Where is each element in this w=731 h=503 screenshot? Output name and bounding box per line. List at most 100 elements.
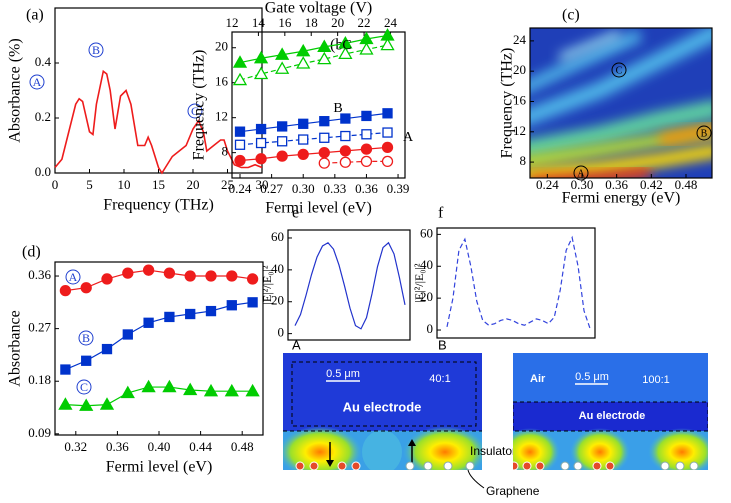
- corner-label: B: [438, 337, 447, 352]
- x-tick-label: 25: [221, 177, 234, 192]
- data-line: [65, 301, 253, 371]
- data-line: [446, 235, 591, 329]
- heatmap-band: [530, 29, 643, 92]
- marker: [380, 37, 395, 51]
- marker: [122, 267, 134, 279]
- marker: [203, 383, 219, 397]
- annotation-circle: [573, 165, 589, 181]
- field-map-f: [513, 353, 708, 470]
- annotation: C: [616, 65, 623, 76]
- x-tick-label: 0.24: [536, 177, 559, 192]
- x-tick-label: 0.39: [387, 181, 410, 196]
- marker: [205, 270, 217, 282]
- marker: [253, 66, 269, 80]
- y-tick-label: 0.09: [28, 425, 51, 440]
- panel-label: (a): [26, 7, 44, 24]
- x-tick-label: 0.27: [260, 181, 283, 196]
- pointer: [467, 469, 485, 489]
- annotation: C: [342, 38, 351, 53]
- electrode-label: Au electrode: [343, 399, 422, 414]
- panel-label: e: [292, 205, 299, 222]
- ratio-label: 40:1: [429, 373, 450, 385]
- x-tick-label: 0.48: [675, 177, 698, 192]
- x-tick-label: 0.36: [605, 177, 628, 192]
- marker: [275, 61, 290, 74]
- heatmap-band: [558, 30, 622, 62]
- y-tick-label: 0.4: [35, 54, 52, 69]
- annotation: C: [80, 380, 88, 394]
- x-tick-label: 0.36: [106, 439, 129, 454]
- y-tick-label: 20: [513, 62, 526, 77]
- scale-label: 0.5 μm: [326, 368, 360, 380]
- marker: [164, 311, 175, 323]
- annotation-circle: [88, 42, 104, 58]
- marker: [232, 55, 248, 68]
- y-tick-label: 60: [271, 229, 284, 244]
- marker: [381, 155, 394, 168]
- marker: [340, 130, 351, 142]
- x-tick-label: 30: [256, 177, 269, 192]
- y-tick-label: 0: [278, 325, 285, 340]
- y-tick-label: 0.2: [35, 109, 51, 124]
- panel-label: f: [438, 205, 444, 222]
- y-axis-title: Absorbance (%): [7, 38, 24, 142]
- marker: [319, 116, 330, 127]
- marker: [59, 284, 72, 297]
- data-line: [324, 160, 388, 164]
- plot-frame: [529, 27, 713, 179]
- x2-axis-title: Gate voltage (V): [265, 0, 373, 17]
- y-axis-title: |E|²/|E₀|²: [260, 265, 274, 304]
- annotation-circle: [78, 330, 94, 346]
- marker: [318, 146, 330, 159]
- marker: [79, 398, 94, 411]
- marker: [226, 300, 237, 311]
- y-tick-label: 16: [215, 74, 229, 89]
- marker: [275, 47, 290, 60]
- ratio-label: 100:1: [642, 374, 670, 386]
- electrode-label: Au electrode: [579, 410, 646, 422]
- plot-frame: [54, 7, 263, 174]
- x-tick-label: 5: [86, 177, 93, 192]
- x2-tick-label: 14: [252, 15, 266, 30]
- marker: [205, 305, 217, 317]
- x-tick-label: 0.32: [64, 439, 87, 454]
- marker: [339, 156, 352, 168]
- marker: [296, 43, 311, 57]
- annotation: C: [191, 104, 199, 118]
- marker: [319, 132, 330, 143]
- x-axis-title: Fermi level (eV): [265, 200, 372, 217]
- insulator-label: Insulator: [470, 444, 516, 458]
- data-line: [65, 386, 253, 407]
- annotation-circle: [187, 103, 203, 119]
- marker: [184, 270, 196, 282]
- marker: [245, 383, 260, 397]
- annotation-circle: [76, 379, 92, 395]
- marker: [298, 118, 309, 129]
- marker: [101, 273, 113, 285]
- x2-tick-label: 20: [331, 15, 344, 30]
- x2-tick-label: 24: [384, 15, 398, 30]
- marker: [340, 113, 351, 124]
- marker: [255, 123, 267, 135]
- data-line: [54, 69, 263, 175]
- annotation: B: [701, 128, 708, 139]
- annotation: A: [577, 168, 585, 179]
- y-tick-label: 12: [215, 109, 228, 124]
- annotation: A: [33, 75, 42, 89]
- y-tick-label: 8: [520, 153, 527, 168]
- plot-frame: [436, 227, 596, 339]
- data-line: [65, 269, 253, 292]
- marker: [360, 155, 373, 168]
- y-axis-title: |E|²/|E₀|²: [412, 263, 426, 302]
- marker: [226, 270, 238, 282]
- x-axis-title: Frequency (THz): [103, 197, 214, 214]
- annotation-circle: [696, 125, 712, 141]
- x-tick-label: 15: [152, 177, 165, 192]
- marker: [162, 379, 177, 393]
- y-tick-label: 16: [513, 92, 527, 107]
- x-tick-label: 0.44: [189, 439, 212, 454]
- data-line: [294, 241, 406, 330]
- y-tick-label: 24: [513, 32, 527, 47]
